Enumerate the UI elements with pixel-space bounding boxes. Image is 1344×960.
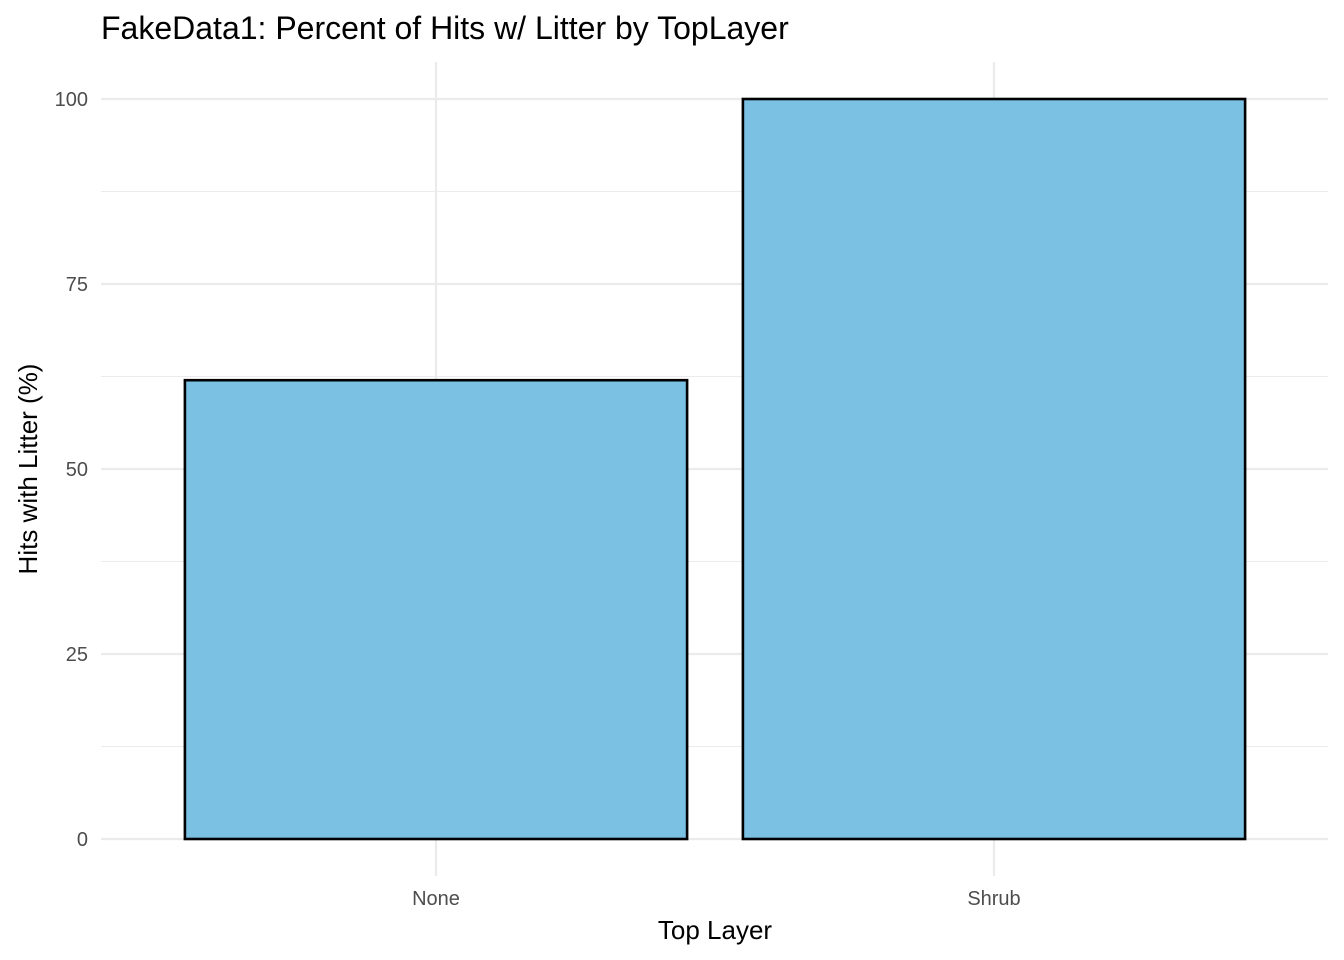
y-tick-label: 25: [66, 644, 88, 666]
bar-none: [183, 378, 689, 841]
y-tick-label: 75: [66, 274, 88, 296]
x-tick-label: Shrub: [967, 888, 1020, 910]
y-tick-label: 50: [66, 459, 88, 481]
y-tick-label: 0: [77, 829, 88, 851]
x-axis-tick-labels: None Shrub: [412, 888, 1021, 910]
x-axis-title: Top Layer: [658, 915, 773, 945]
y-tick-label: 100: [55, 89, 88, 111]
x-tick-label: None: [412, 888, 460, 910]
y-axis-title: Hits with Litter (%): [13, 364, 43, 575]
bar-shrub: [741, 97, 1247, 841]
y-axis-tick-labels: 0 25 50 75 100: [55, 89, 88, 851]
bars: [183, 97, 1247, 841]
chart-title: FakeData1: Percent of Hits w/ Litter by …: [101, 10, 789, 46]
